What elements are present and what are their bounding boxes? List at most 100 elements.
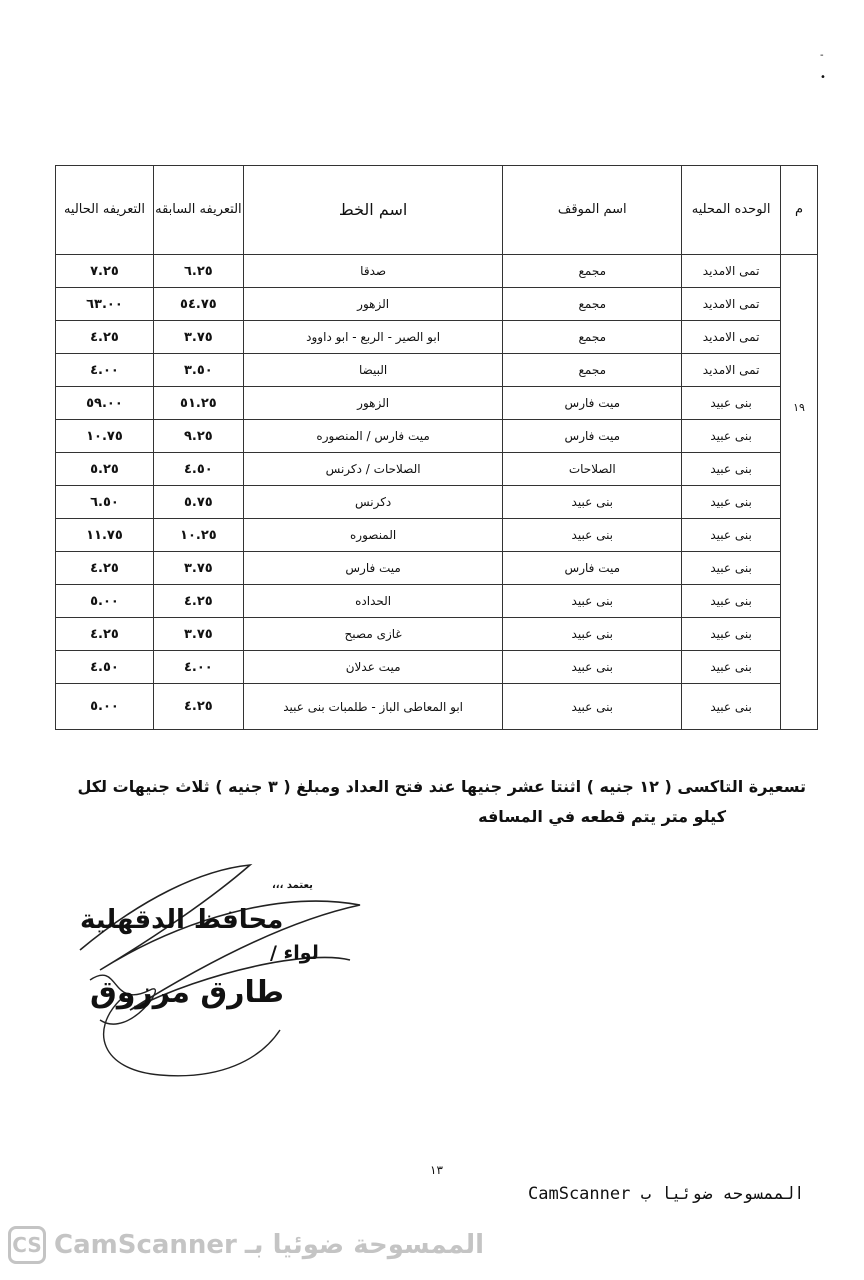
table-row: بنى عبيد بنى عبيد الحداده ٤.٢٥ ٥.٠٠ — [55, 584, 818, 618]
note-line-1: تسعيرة التاكسى ( ١٢ جنيه ) اثنتا عشر جني… — [77, 777, 806, 796]
cell-stop-name: مجمع — [502, 287, 683, 321]
header-previous-fare: التعريفه السابقه — [152, 165, 244, 255]
cell-line-name: ميت عدلان — [242, 650, 504, 684]
cell-line-name: دكرنس — [242, 485, 504, 519]
cell-previous-fare: ٥٤.٧٥ — [152, 287, 244, 321]
cell-previous-fare: ٦.٢٥ — [152, 254, 244, 288]
cell-local-unit: بنى عبيد — [681, 485, 782, 519]
watermark-brand: CamScanner — [54, 1230, 237, 1260]
cell-stop-name: ميت فارس — [502, 419, 683, 453]
cell-current-fare: ٥.٠٠ — [55, 584, 154, 618]
cell-local-unit: تمى الامديد — [681, 287, 782, 321]
cell-current-fare: ٥.٢٥ — [55, 452, 154, 486]
cell-line-name: ابو الصير - الربع - ابو داوود — [242, 320, 504, 354]
cell-previous-fare: ٣.٧٥ — [152, 320, 244, 354]
cell-serial: ١٩ — [780, 254, 818, 730]
table-row: بنى عبيد بنى عبيد دكرنس ٥.٧٥ ٦.٥٠ — [55, 485, 818, 519]
cell-line-name: البيضا — [242, 353, 504, 387]
table-row: بنى عبيد الصلاحات الصلاحات / دكرنس ٤.٥٠ ٥.٢٥ — [55, 452, 818, 486]
table-row: ١٩ تمى الامديد مجمع صدقا ٦.٢٥ ٧.٢٥ — [55, 254, 818, 730]
cell-current-fare: ١٠.٧٥ — [55, 419, 154, 453]
cell-line-name: صدقا — [242, 254, 504, 288]
cell-current-fare: ٤.٢٥ — [55, 551, 154, 585]
cell-local-unit: بنى عبيد — [681, 551, 782, 585]
cell-line-name: ميت فارس — [242, 551, 504, 585]
table-row: بنى عبيد بنى عبيد ميت عدلان ٤.٠٠ ٤.٥٠ — [55, 650, 818, 684]
cell-stop-name: بنى عبيد — [502, 683, 683, 730]
table-row: بنى عبيد بنى عبيد ابو المعاطى الباز - طلمب… — [55, 683, 818, 730]
cell-local-unit: بنى عبيد — [681, 683, 782, 730]
header-current-fare: التعريفه الحاليه — [55, 165, 154, 255]
cell-stop-name: بنى عبيد — [502, 650, 683, 684]
cell-stop-name: ميت فارس — [502, 551, 683, 585]
cell-current-fare: ٤.٢٥ — [55, 320, 154, 354]
table-header-row: م الوحده المحليه اسم الموقف اسم الخط الت… — [55, 165, 818, 255]
cell-local-unit: بنى عبيد — [681, 650, 782, 684]
cell-line-name: ميت فارس / المنصوره — [242, 419, 504, 453]
table-row: بنى عبيد بنى عبيد غازى مصبح ٣.٧٥ ٤.٢٥ — [55, 617, 818, 651]
cell-line-name: الزهور — [242, 287, 504, 321]
cell-local-unit: بنى عبيد — [681, 386, 782, 420]
cell-stop-name: بنى عبيد — [502, 518, 683, 552]
cell-previous-fare: ٤.٢٥ — [152, 683, 244, 730]
cell-line-name: الصلاحات / دكرنس — [242, 452, 504, 486]
header-line-name: اسم الخط — [242, 165, 504, 255]
signatory-title: محافظ الدقهلية — [80, 905, 284, 935]
cell-line-name: ابو المعاطى الباز - طلمبات بنى عبيد — [242, 683, 504, 730]
note-line-2: كيلو متر يتم قطعه في المسافه — [478, 807, 726, 826]
cell-current-fare: ٤.٠٠ — [55, 353, 154, 387]
signatory-rank: لواء / — [270, 942, 319, 964]
camscanner-logo-icon: CS — [8, 1226, 46, 1264]
watermark-arabic: الممسوحة ضوئيا بـ — [244, 1230, 485, 1260]
cell-local-unit: بنى عبيد — [681, 518, 782, 552]
table-row: بنى عبيد ميت فارس الزهور ٥١.٢٥ ٥٩.٠٠ — [55, 386, 818, 420]
serial-number: ١٩ — [793, 401, 805, 414]
cell-previous-fare: ٥١.٢٥ — [152, 386, 244, 420]
header-local-unit: الوحده المحليه — [681, 165, 782, 255]
cell-current-fare: ٧.٢٥ — [55, 254, 154, 288]
cell-stop-name: مجمع — [502, 353, 683, 387]
cell-stop-name: مجمع — [502, 254, 683, 288]
camscanner-watermark: CS CamScanner الممسوحة ضوئيا بـ — [8, 1226, 484, 1264]
table-row: تمى الامديد مجمع الزهور ٥٤.٧٥ ٦٣.٠٠ — [55, 287, 818, 321]
cell-line-name: الحداده — [242, 584, 504, 618]
cell-previous-fare: ١٠.٢٥ — [152, 518, 244, 552]
cell-previous-fare: ٩.٢٥ — [152, 419, 244, 453]
table-row: بنى عبيد ميت فارس ميت فارس ٣.٧٥ ٤.٢٥ — [55, 551, 818, 585]
scan-marks: - • — [820, 50, 826, 83]
cell-local-unit: تمى الامديد — [681, 320, 782, 354]
header-stop-name: اسم الموقف — [502, 165, 683, 255]
signature-scribble — [79, 863, 361, 1077]
table-row: تمى الامديد مجمع ابو الصير - الربع - ابو د… — [55, 320, 818, 354]
approval-label: يعتمد ،،، — [272, 880, 313, 891]
cell-current-fare: ٤.٢٥ — [55, 617, 154, 651]
cell-stop-name: بنى عبيد — [502, 584, 683, 618]
signatory-name: طارق مرزوق — [90, 975, 285, 1010]
header-serial: م — [780, 165, 818, 255]
cell-line-name: غازى مصبح — [242, 617, 504, 651]
cell-local-unit: بنى عبيد — [681, 584, 782, 618]
cell-local-unit: تمى الامديد — [681, 254, 782, 288]
cell-previous-fare: ٥.٧٥ — [152, 485, 244, 519]
cell-previous-fare: ٤.٠٠ — [152, 650, 244, 684]
cell-current-fare: ٥.٠٠ — [55, 683, 154, 730]
cell-stop-name: بنى عبيد — [502, 485, 683, 519]
cell-previous-fare: ٣.٥٠ — [152, 353, 244, 387]
cell-previous-fare: ٤.٢٥ — [152, 584, 244, 618]
cell-current-fare: ١١.٧٥ — [55, 518, 154, 552]
cell-stop-name: الصلاحات — [502, 452, 683, 486]
cell-stop-name: بنى عبيد — [502, 617, 683, 651]
cell-current-fare: ٥٩.٠٠ — [55, 386, 154, 420]
cell-current-fare: ٤.٥٠ — [55, 650, 154, 684]
cell-line-name: الزهور — [242, 386, 504, 420]
handwritten-scan-note: الممسوحه ضوئيا ب CamScanner — [528, 1184, 805, 1204]
cell-previous-fare: ٣.٧٥ — [152, 617, 244, 651]
table-row: بنى عبيد ميت فارس ميت فارس / المنصوره ٩.٢٥ ١… — [55, 419, 818, 453]
table-row: تمى الامديد مجمع البيضا ٣.٥٠ ٤.٠٠ — [55, 353, 818, 387]
cell-current-fare: ٦.٥٠ — [55, 485, 154, 519]
cell-stop-name: مجمع — [502, 320, 683, 354]
cell-local-unit: تمى الامديد — [681, 353, 782, 387]
cell-current-fare: ٦٣.٠٠ — [55, 287, 154, 321]
cell-local-unit: بنى عبيد — [681, 419, 782, 453]
fare-table: م الوحده المحليه اسم الموقف اسم الخط الت… — [55, 165, 818, 730]
